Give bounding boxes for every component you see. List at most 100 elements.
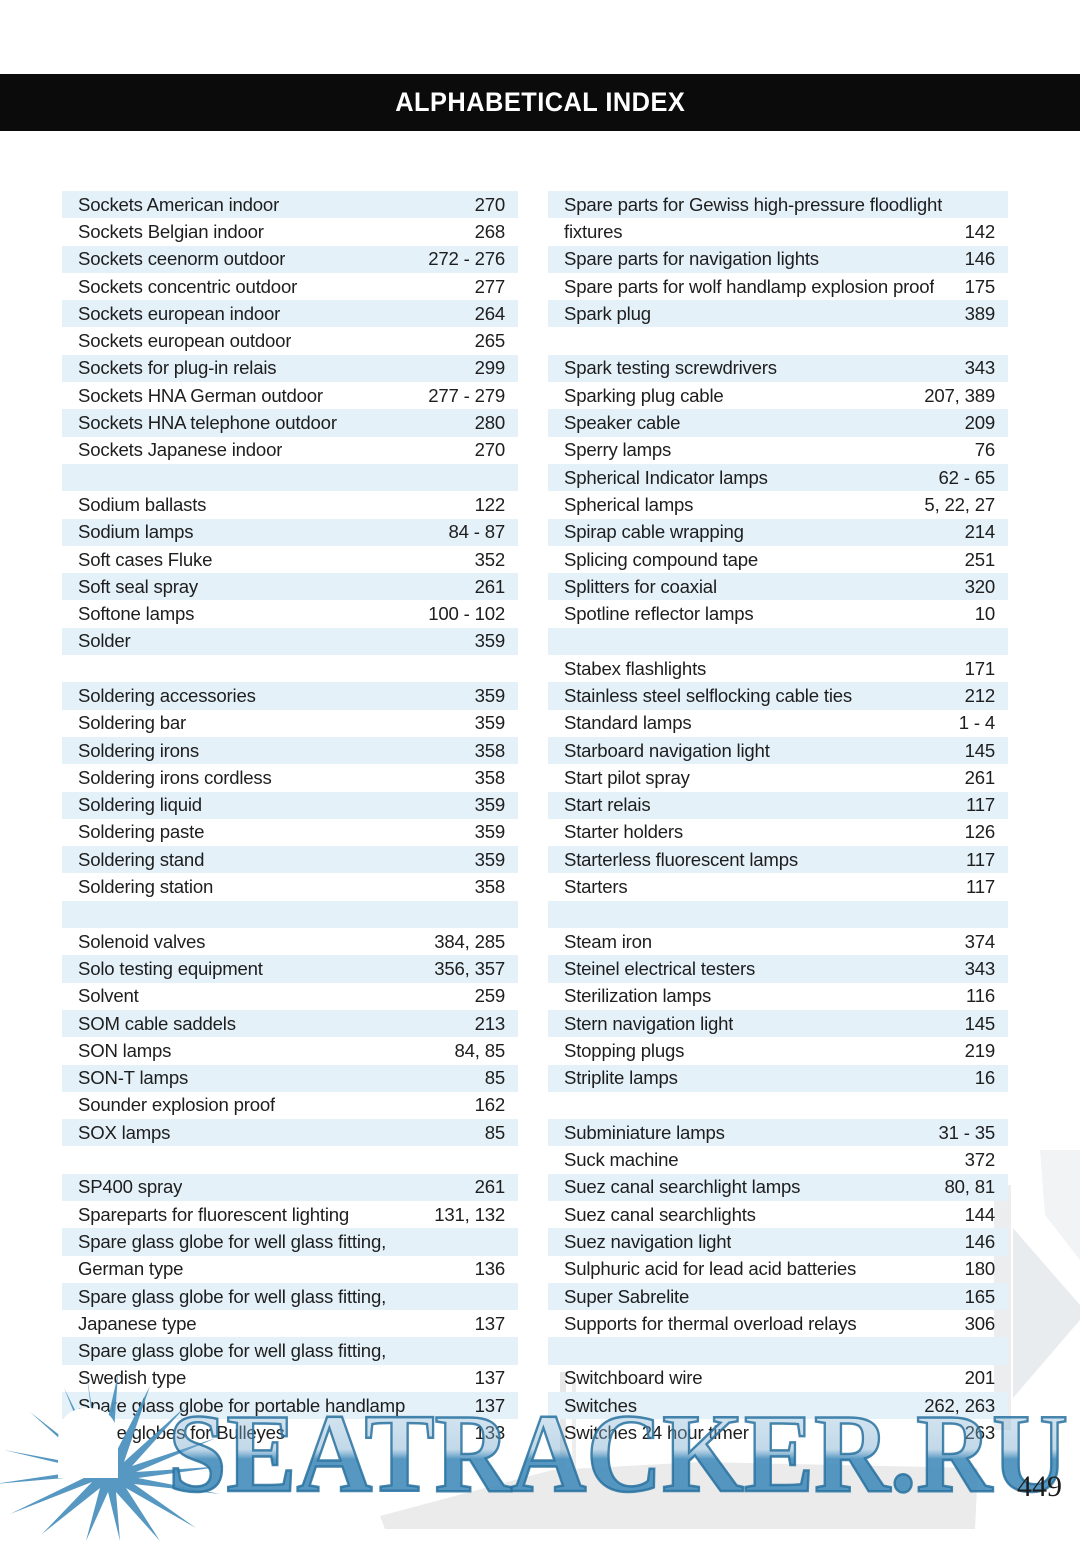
entry-label: Subminiature lamps xyxy=(564,1121,725,1143)
entry-pages: 259 xyxy=(474,985,506,1007)
index-row: Solvent 259 xyxy=(62,983,518,1010)
index-spacer-row xyxy=(62,900,518,929)
entry-label: Standard lamps xyxy=(564,712,692,734)
entry-label: Striplite lamps xyxy=(564,1067,678,1089)
index-row: Suez navigation light 146 xyxy=(548,1228,1008,1256)
entry-label: Suck machine xyxy=(564,1149,679,1171)
entry-label: Sockets concentric outdoor xyxy=(78,275,298,297)
entry-label: Speaker cable xyxy=(564,412,681,434)
entry-label: Starterless fluorescent lamps xyxy=(564,848,798,870)
entry-label: Sulphuric acid for lead acid batteries xyxy=(564,1258,857,1280)
index-row: Stopping plugs 219 xyxy=(548,1037,1008,1064)
entry-label: Spare glass globe for well glass fitting… xyxy=(78,1285,387,1307)
entry-label: SOX lamps xyxy=(78,1121,171,1143)
entry-pages: 261 xyxy=(964,766,996,788)
index-row: Spare parts for navigation lights 146 xyxy=(548,245,1008,273)
entry-pages: 145 xyxy=(964,1012,996,1034)
index-row: SOM cable saddels 213 xyxy=(62,1009,518,1038)
entry-label: Switches 24 hour timer xyxy=(564,1422,749,1443)
index-row: Starter holders 126 xyxy=(548,819,1008,846)
index-row: Speaker cable 209 xyxy=(548,409,1008,437)
entry-pages: 133 xyxy=(474,1422,506,1443)
entry-label: Sockets HNA German outdoor xyxy=(78,384,323,406)
index-spacer-row xyxy=(548,1337,1008,1365)
entry-pages: 272 - 276 xyxy=(428,248,505,270)
entry-label: Starboard navigation light xyxy=(564,739,770,761)
index-row: Soldering irons 358 xyxy=(62,736,518,765)
entry-label: Starter holders xyxy=(564,821,683,843)
index-row: Striplite lamps 16 xyxy=(548,1064,1008,1092)
entry-label: Soldering irons xyxy=(78,739,200,761)
entry-label: Spareparts for fluorescent lighting xyxy=(78,1203,350,1225)
index-row: Spare glass globe for well glass fitting… xyxy=(62,1228,518,1256)
index-row: Sounder explosion proof 162 xyxy=(62,1092,518,1119)
entry-pages: 84 - 87 xyxy=(448,521,506,543)
index-row: Starters 117 xyxy=(548,873,1008,900)
entry-pages: 280 xyxy=(474,412,506,434)
index-row: Suez canal searchlights 144 xyxy=(548,1201,1008,1228)
entry-pages: 358 xyxy=(474,766,506,788)
index-left-column: Sockets American indoor 270 Sockets Belgia… xyxy=(62,191,518,1447)
entry-pages: 356, 357 xyxy=(434,957,505,979)
index-row: Super Sabrelite 165 xyxy=(548,1282,1008,1311)
index-row: Spark testing screwdrivers 343 xyxy=(548,354,1008,383)
entry-label: Switchboard wire xyxy=(564,1367,703,1389)
entry-pages: 62 - 65 xyxy=(938,466,996,488)
entry-label: fixtures xyxy=(564,220,623,242)
index-row: Sparking plug cable 207, 389 xyxy=(548,382,1008,409)
entry-label: Spare glass globe for well glass fitting… xyxy=(78,1230,387,1252)
index-spacer-row xyxy=(548,627,1008,656)
index-row: Solder 359 xyxy=(62,627,518,656)
index-row: fixtures 142 xyxy=(548,218,1008,245)
entry-pages: 261 xyxy=(474,575,506,597)
entry-label: Soldering accessories xyxy=(78,684,256,706)
entry-label: Soldering stand xyxy=(78,848,205,870)
entry-label: Sodium lamps xyxy=(78,521,194,543)
entry-label: Soldering liquid xyxy=(78,794,202,816)
entry-label: Japanese type xyxy=(78,1312,197,1334)
entry-pages: 117 xyxy=(965,794,995,816)
entry-label: Suez navigation light xyxy=(564,1230,732,1252)
entry-label: Start relais xyxy=(564,794,651,816)
entry-label: Solvent xyxy=(78,985,139,1007)
entry-label: Sockets American indoor xyxy=(78,193,280,215)
index-row: Sockets ceenorm outdoor 272 - 276 xyxy=(62,245,518,273)
entry-label: Solenoid valves xyxy=(78,930,206,952)
entry-pages: 277 - 279 xyxy=(428,384,505,406)
index-row: Splitters for coaxial 320 xyxy=(548,573,1008,601)
entry-label: Soldering paste xyxy=(78,821,205,843)
index-row: Soldering bar 359 xyxy=(62,710,518,737)
entry-label: SOM cable saddels xyxy=(78,1012,236,1034)
entry-pages: 100 - 102 xyxy=(428,603,505,625)
index-row: Spirap cable wrapping 214 xyxy=(548,518,1008,546)
entry-label: Starters xyxy=(564,876,628,898)
entry-pages: 358 xyxy=(474,876,506,898)
entry-label: Stopping plugs xyxy=(564,1039,685,1061)
entry-pages: 389 xyxy=(964,302,996,324)
entry-pages: 122 xyxy=(474,493,506,515)
index-row: German type 136 xyxy=(62,1256,518,1283)
index-row: Stabex flashlights 171 xyxy=(548,655,1008,682)
entry-pages: 207, 389 xyxy=(924,384,995,406)
index-spacer-row xyxy=(548,1092,1008,1119)
sun-starburst-icon xyxy=(0,1370,226,1541)
entry-label: Steam iron xyxy=(564,930,652,952)
index-row: Sockets HNA telephone outdoor 280 xyxy=(62,409,518,437)
watermark: SEATRACKER.RU xyxy=(168,1391,1069,1518)
entry-pages: 10 xyxy=(974,603,995,625)
index-row: Soldering station 358 xyxy=(62,873,518,900)
entry-label: SON lamps xyxy=(78,1039,172,1061)
index-right-column: Spare parts for Gewiss high-pressure flo… xyxy=(548,191,1008,1447)
index-row: Suck machine 372 xyxy=(548,1146,1008,1173)
entry-pages: 343 xyxy=(964,357,996,379)
index-row: Soft cases Fluke 352 xyxy=(62,546,518,573)
entry-pages: 201 xyxy=(964,1367,996,1389)
index-row: SP400 spray 261 xyxy=(62,1173,518,1201)
index-row: Subminiature lamps 31 - 35 xyxy=(548,1119,1008,1147)
index-row: Splicing compound tape 251 xyxy=(548,546,1008,573)
index-row: Switchboard wire 201 xyxy=(548,1365,1008,1392)
entry-pages: 137 xyxy=(474,1312,506,1334)
index-row: Starterless fluorescent lamps 117 xyxy=(548,846,1008,874)
index-row: Softone lamps 100 - 102 xyxy=(62,600,518,627)
